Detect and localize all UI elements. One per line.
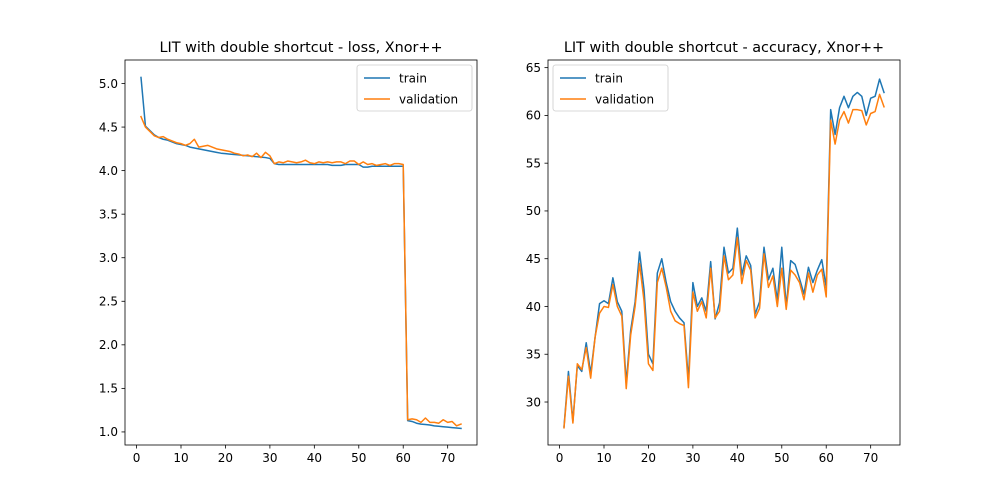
- x-tick-label: 40: [307, 451, 322, 465]
- axes-frame: [547, 59, 901, 446]
- legend-label-train: train: [595, 72, 623, 86]
- legend: train validation: [356, 64, 473, 112]
- axes-frame: [124, 59, 478, 446]
- y-tick-label: 30: [526, 395, 541, 409]
- y-tick-label: 50: [526, 204, 541, 218]
- y-tick-label: 3.5: [99, 207, 118, 221]
- series-line-validation: [563, 93, 885, 429]
- x-tick-label: 0: [556, 451, 564, 465]
- series-line-train: [563, 78, 885, 428]
- chart-title: LIT with double shortcut - accuracy, Xno…: [564, 40, 884, 56]
- x-tick-label: 10: [596, 451, 611, 465]
- y-tick-label: 2.5: [99, 295, 118, 309]
- series-line-validation: [140, 115, 462, 427]
- y-tick-label: 55: [526, 156, 541, 170]
- x-tick-label: 30: [685, 451, 700, 465]
- y-tick-label: 3.0: [99, 251, 118, 265]
- x-tick-label: 60: [396, 451, 411, 465]
- x-tick-label: 50: [774, 451, 789, 465]
- loss-chart: 0 10 20 30 40 50 60 70 1.0 1.5 2.0 2.5 3.0 3.5 4.0 4.5 5…: [99, 40, 478, 465]
- x-tick-label: 0: [133, 451, 141, 465]
- x-tick-label: 50: [351, 451, 366, 465]
- x-tick-label: 70: [863, 451, 878, 465]
- legend-label-validation: validation: [595, 93, 654, 107]
- y-tick-label: 2.0: [99, 338, 118, 352]
- y-tick-label: 1.5: [99, 382, 118, 396]
- y-tick-label: 5.0: [99, 77, 118, 91]
- legend-label-validation: validation: [399, 93, 458, 107]
- y-tick-label: 35: [526, 348, 541, 362]
- chart-title: LIT with double shortcut - loss, Xnor++: [159, 40, 442, 56]
- legend-label-train: train: [399, 72, 427, 86]
- x-tick-label: 70: [440, 451, 455, 465]
- y-tick-label: 1.0: [99, 425, 118, 439]
- y-tick-label: 45: [526, 252, 541, 266]
- x-tick-label: 40: [730, 451, 745, 465]
- x-tick-label: 30: [262, 451, 277, 465]
- y-tick-label: 65: [526, 61, 541, 75]
- accuracy-chart: 0 10 20 30 40 50 60 70 30 35 40 45 50 55 60 65 LIT with …: [526, 40, 901, 465]
- y-tick-label: 60: [526, 109, 541, 123]
- series-line-train: [140, 76, 462, 430]
- y-tick-label: 4.5: [99, 120, 118, 134]
- legend: train validation: [552, 64, 669, 112]
- y-tick-label: 40: [526, 300, 541, 314]
- x-tick-label: 20: [641, 451, 656, 465]
- x-tick-label: 20: [218, 451, 233, 465]
- x-tick-label: 60: [819, 451, 834, 465]
- y-tick-label: 4.0: [99, 164, 118, 178]
- x-tick-label: 10: [173, 451, 188, 465]
